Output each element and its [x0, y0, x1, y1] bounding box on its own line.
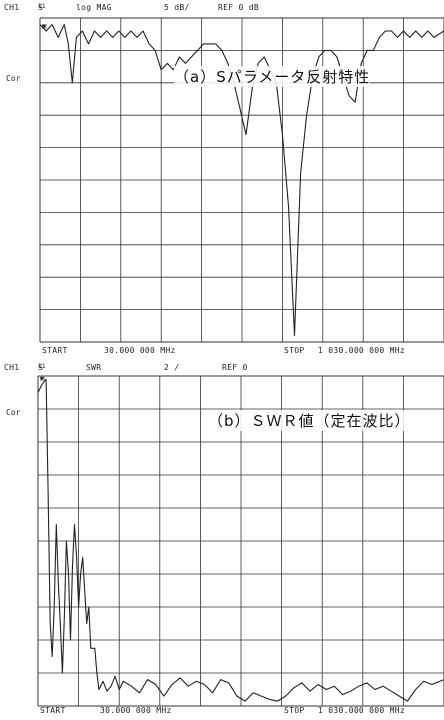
channel-label: CH1 — [4, 3, 20, 12]
start-label: START — [40, 706, 66, 715]
start-frequency: 30.000 000 MHz — [104, 346, 176, 355]
chart-a-caption: （a）Sパラメータ反射特性 — [174, 66, 371, 87]
start-label: START — [42, 346, 68, 355]
panel-b-footer: START 30.000 000 MHz STOP 1 030.000 000 … — [0, 706, 444, 718]
stop-label: STOP — [284, 706, 305, 715]
panel-a-footer: START 30.000 000 MHz STOP 1 030.000 000 … — [0, 346, 444, 358]
chart-b-trace-line — [37, 378, 444, 702]
stop-label: STOP — [284, 346, 305, 355]
ref-label: REF 0 dB — [218, 3, 259, 12]
marker-icon: ▣ — [42, 22, 47, 30]
chart-a-trace-line — [39, 23, 444, 337]
scale-label: 2 / — [164, 363, 180, 372]
scale-label: 5 dB/ — [164, 3, 190, 12]
start-frequency: 30.000 000 MHz — [100, 706, 172, 715]
chart-b-svg — [37, 375, 444, 707]
panel-b: CH1 S 11 SWR 2 / REF 0 Cor ▣ （b）ＳＷＲ値（定在波比… — [0, 360, 444, 720]
panel-a: CH1 S 11 log MAG 5 dB/ REF 0 dB Cor ▣ （a）… — [0, 3, 444, 358]
ref-label: REF 0 — [222, 363, 248, 372]
channel-label: CH1 — [4, 363, 20, 372]
chart-a-svg — [39, 17, 444, 343]
stop-frequency: 1 030.000 000 MHz — [318, 346, 405, 355]
marker-icon: ▣ — [40, 374, 45, 382]
panel-b-header: CH1 S 11 SWR 2 / REF 0 — [4, 363, 248, 372]
correction-indicator: Cor — [6, 408, 21, 417]
correction-indicator: Cor — [6, 74, 21, 83]
panel-a-header: CH1 S 11 log MAG 5 dB/ REF 0 dB — [4, 3, 259, 12]
stop-frequency: 1 030.000 000 MHz — [318, 706, 405, 715]
chart-b-caption: （b）ＳＷＲ値（定在波比） — [208, 410, 411, 431]
format-label: log MAG — [76, 3, 112, 12]
format-label: SWR — [86, 363, 102, 372]
